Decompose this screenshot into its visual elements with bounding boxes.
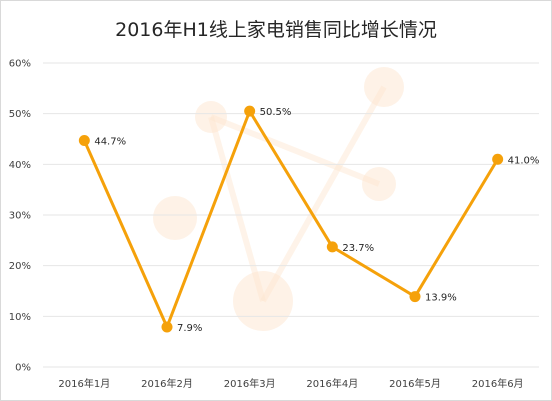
decor-bond	[209, 114, 381, 187]
data-label: 23.7%	[342, 243, 374, 254]
data-label: 50.5%	[260, 107, 292, 118]
y-tick-label: 50%	[9, 109, 31, 120]
data-label: 13.9%	[425, 293, 457, 304]
data-point[interactable]	[161, 321, 173, 333]
gridlines	[43, 62, 539, 368]
data-point[interactable]	[326, 241, 338, 253]
decor-circle	[362, 167, 396, 201]
y-tick-label: 30%	[9, 211, 31, 222]
data-label: 44.7%	[94, 137, 126, 148]
decor-bond	[208, 116, 266, 302]
data-label: 7.9%	[177, 323, 202, 334]
data-point[interactable]	[492, 153, 504, 165]
series-line	[78, 105, 504, 333]
decor-circle	[195, 101, 227, 133]
y-tick-label: 40%	[9, 160, 31, 171]
y-tick-label: 10%	[9, 312, 31, 323]
data-point[interactable]	[78, 135, 90, 147]
series-path	[82, 109, 499, 329]
data-labels: 44.7% 7.9% 50.5% 23.7% 13.9% 41.0%	[94, 107, 539, 334]
x-tick-label: 2016年6月	[472, 377, 524, 390]
data-label: 41.0%	[508, 155, 540, 166]
y-tick-label: 20%	[9, 261, 31, 272]
data-point[interactable]	[409, 291, 421, 303]
x-tick-label: 2016年5月	[389, 377, 441, 390]
data-point[interactable]	[244, 105, 256, 117]
x-axis: 2016年1月 2016年2月 2016年3月 2016年4月 2016年5月 2016年…	[58, 377, 523, 390]
y-tick-label: 60%	[9, 59, 31, 70]
y-tick-label: 0%	[15, 363, 31, 374]
decor-circle	[233, 271, 293, 331]
x-tick-label: 2016年4月	[306, 377, 358, 390]
x-tick-label: 2016年2月	[141, 377, 193, 390]
y-axis: 0% 10% 20% 30% 40% 50% 60%	[9, 59, 31, 374]
decor-circle	[153, 196, 197, 240]
chart-title: 2016年H1线上家电销售同比增长情况	[115, 19, 437, 41]
x-tick-label: 2016年1月	[58, 377, 110, 390]
decor-circle	[364, 67, 404, 107]
x-tick-label: 2016年3月	[224, 377, 276, 390]
